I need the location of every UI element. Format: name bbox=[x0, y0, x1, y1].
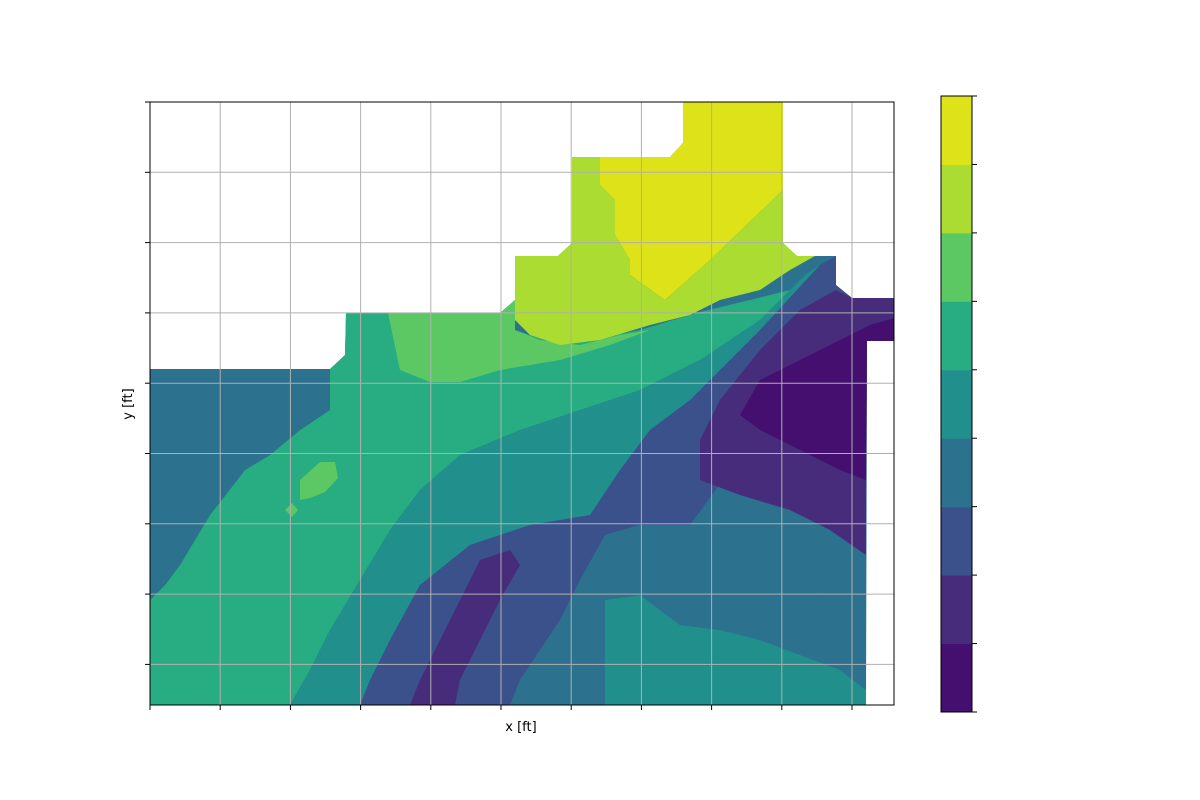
colorbar-band bbox=[941, 575, 972, 645]
grid-lines bbox=[149, 101, 894, 705]
colorbar-band bbox=[941, 301, 972, 371]
contour-region-level-7 bbox=[515, 157, 815, 345]
contour-region-level-0 bbox=[740, 318, 894, 480]
contour-region-level-3-lowright bbox=[510, 525, 866, 705]
colorbar bbox=[940, 95, 977, 713]
colorbar-band bbox=[941, 506, 972, 576]
contour-fills bbox=[150, 102, 894, 705]
axis-ticks bbox=[145, 101, 853, 710]
contour-region-level-1-lower bbox=[410, 550, 520, 705]
colorbar-band bbox=[941, 643, 972, 713]
contour-region-level-4 bbox=[290, 265, 820, 705]
colorbar-frame bbox=[940, 95, 973, 713]
colorbar-band bbox=[941, 438, 972, 508]
colorbar-band bbox=[941, 96, 972, 165]
colorbar-band bbox=[941, 369, 972, 439]
contour-region-level-5 bbox=[150, 290, 790, 705]
contour-region-level-8 bbox=[600, 102, 783, 300]
axes-frame bbox=[149, 101, 895, 706]
x-axis-label: x [ft] bbox=[505, 720, 536, 735]
colorbar-band bbox=[941, 164, 972, 234]
contour-region-level-4-lowright bbox=[605, 595, 866, 705]
contour-region-level-6 bbox=[388, 300, 650, 382]
y-axis-label: y [ft] bbox=[121, 388, 136, 419]
plot-area bbox=[145, 101, 895, 710]
contour-region-level-6-island bbox=[300, 462, 338, 500]
colorbar-band bbox=[941, 232, 972, 302]
contour-region-level-3-upper bbox=[150, 369, 330, 600]
contour-region-level-6-dot bbox=[285, 503, 298, 517]
